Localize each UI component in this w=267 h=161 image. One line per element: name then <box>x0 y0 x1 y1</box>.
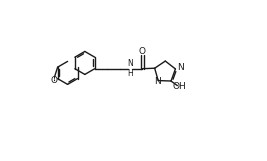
Text: O: O <box>50 76 57 85</box>
Text: OH: OH <box>172 82 186 91</box>
Text: O: O <box>139 47 146 56</box>
Text: N
H: N H <box>128 59 133 78</box>
Text: N: N <box>154 77 161 86</box>
Text: N: N <box>177 63 184 72</box>
